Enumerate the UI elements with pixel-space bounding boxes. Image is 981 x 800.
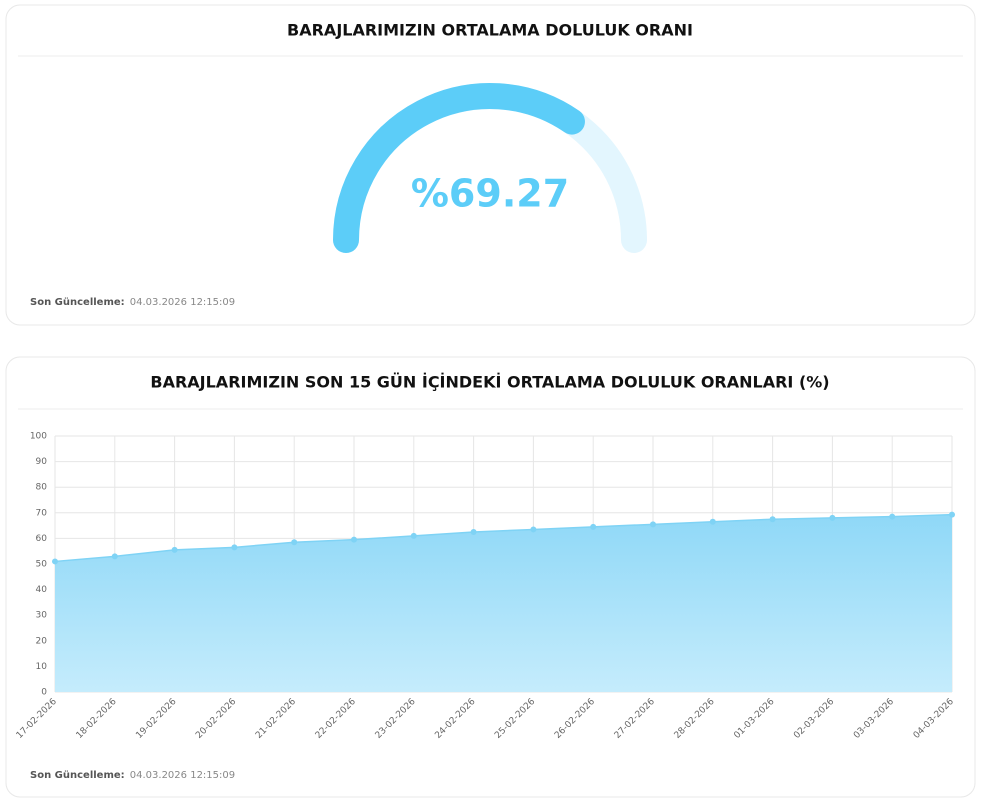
y-tick-label: 20 (36, 636, 48, 646)
point (949, 511, 955, 518)
footer-value: 04.03.2026 12:15:09 (130, 297, 235, 308)
point (590, 523, 597, 530)
y-tick-label: 70 (36, 508, 48, 518)
area-line (54, 513, 953, 563)
area-fill (55, 514, 952, 692)
footer: Son Güncelleme: 04.03.2026 12:15:09 (30, 292, 235, 311)
footer-label: Son Güncelleme: (30, 770, 125, 781)
point (470, 529, 477, 535)
y-tick-label: 40 (36, 585, 48, 595)
y-tick-label: 10 (36, 662, 48, 672)
y-tick-label: 60 (36, 534, 48, 544)
y-tick-label: 80 (36, 483, 48, 493)
footer-label: Son Güncelleme: (30, 297, 125, 308)
point (410, 532, 417, 539)
point (650, 521, 656, 528)
gauge-value-label: %69.27 (411, 172, 569, 216)
point (829, 514, 836, 521)
point (291, 539, 298, 546)
point (769, 516, 776, 523)
footer-value: 04.03.2026 12:15:09 (130, 770, 235, 781)
area-title: BARAJLARIMIZIN SON 15 GÜN İÇİNDEKİ ORTAL… (150, 373, 829, 392)
y-tick-label: 30 (36, 611, 48, 621)
footer: Son Güncelleme: 04.03.2026 12:15:09 (30, 765, 235, 784)
point (530, 526, 537, 533)
point (111, 553, 118, 560)
point (52, 558, 58, 565)
gauge-card (5, 4, 976, 326)
point (889, 513, 896, 520)
y-tick-label: 90 (36, 457, 48, 467)
gauge-title: BARAJLARIMIZIN ORTALAMA DOLULUK ORANI (287, 21, 693, 40)
y-tick-label: 100 (30, 432, 47, 442)
point (171, 546, 178, 553)
y-tick-label: 0 (41, 688, 47, 698)
y-tick-label: 50 (36, 560, 48, 570)
gauge-value (333, 83, 585, 253)
point (351, 536, 357, 543)
point (709, 518, 716, 525)
point (231, 544, 238, 551)
